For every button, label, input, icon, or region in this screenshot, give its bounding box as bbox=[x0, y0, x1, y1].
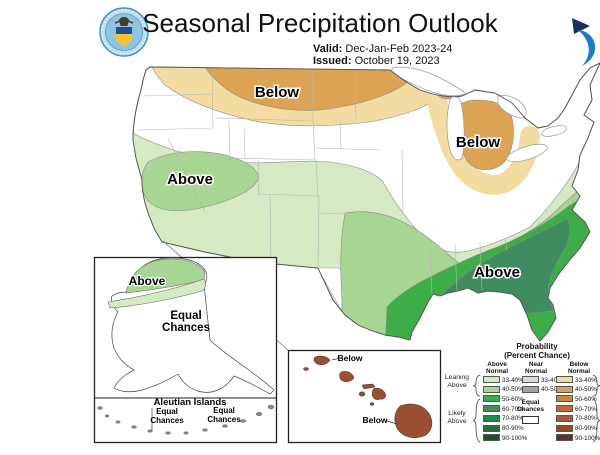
seal-shield-top bbox=[116, 27, 132, 34]
hawaii-label-below-bottom: Below bbox=[362, 415, 387, 425]
issued-value: October 19, 2023 bbox=[354, 55, 440, 67]
legend-range-label: 33-40% bbox=[541, 376, 563, 384]
alaska-label-above: Above bbox=[129, 274, 166, 288]
department-of-commerce-seal bbox=[99, 7, 149, 57]
legend-range-label: 33-40% bbox=[502, 376, 524, 384]
legend-range-label: 60-70% bbox=[502, 405, 524, 413]
legend-swatch-below-80-90% bbox=[556, 424, 573, 432]
valid-label: Valid: bbox=[313, 43, 343, 55]
aleutian-title: Aleutian Islands bbox=[154, 397, 227, 408]
aleutian-islands bbox=[97, 404, 275, 435]
legend-swatch-above-90-100% bbox=[483, 434, 500, 442]
legend-range-label: 40-50% bbox=[575, 386, 597, 394]
legend-header-below-normal: Below Normal bbox=[567, 361, 591, 375]
legend-swatch-near-40-50% bbox=[522, 385, 539, 393]
region-below-33-lakes-hook bbox=[422, 72, 540, 195]
hawaii-leader-top bbox=[331, 357, 341, 361]
legend-range-label: 90-100% bbox=[502, 434, 528, 442]
legend-swatch-above-70-80% bbox=[483, 414, 500, 422]
aleutian-equal-left-1: Equal bbox=[156, 407, 178, 416]
aleutian-equal-right-2: Chances bbox=[207, 415, 241, 424]
nws-logo bbox=[572, 18, 596, 66]
hawaii-label-below-top: Below bbox=[337, 353, 362, 363]
legend-title-line1: Probability bbox=[516, 342, 558, 351]
legend-range-label: 90-100% bbox=[575, 434, 600, 442]
seal-shield-bottom bbox=[116, 34, 132, 46]
legend-equal-chances-swatch bbox=[522, 416, 539, 424]
legend-range-label: 40-50% bbox=[502, 386, 524, 394]
seal-eagle bbox=[119, 17, 129, 26]
legend-swatch-below-90-100% bbox=[556, 434, 573, 442]
legend-range-label: 50-60% bbox=[575, 395, 597, 403]
page-title: Seasonal Precipitation Outlook bbox=[142, 8, 498, 38]
map-label-below-lakes: Below bbox=[456, 134, 501, 151]
legend-swatch-near-33-40% bbox=[522, 376, 539, 383]
legend-swatch-above-60-70% bbox=[483, 405, 500, 413]
probability-legend: Probability (Percent Chance) Above Norma… bbox=[443, 338, 600, 455]
alaska-above-40-band bbox=[125, 258, 206, 294]
legend-bracket-leaning-above: Leaning Above bbox=[444, 374, 470, 389]
lake-ontario bbox=[540, 125, 568, 137]
legend-swatch-above-80-90% bbox=[483, 424, 500, 432]
alaska-above-33-band bbox=[107, 278, 207, 309]
legend-header-near-normal: Near Normal bbox=[524, 361, 548, 375]
legend-header-above-normal: Above Normal bbox=[485, 361, 509, 375]
legend-range-label: 70-80% bbox=[575, 415, 597, 423]
legend-swatch-above-50-60% bbox=[483, 395, 500, 403]
aleutian-equal-left-2: Chances bbox=[150, 416, 184, 425]
hawaii-inset: Below Below bbox=[287, 349, 442, 444]
legend-swatch-below-40-50% bbox=[556, 385, 573, 393]
map-label-below-plains: Below bbox=[255, 84, 300, 101]
legend-title-line2: (Percent Chance) bbox=[504, 351, 570, 360]
alaska-outline bbox=[110, 257, 275, 395]
legend-range-label: 70-80% bbox=[502, 415, 524, 423]
alaska-label-equal-1: Equal bbox=[170, 310, 201, 322]
valid-value: Dec-Jan-Feb 2023-24 bbox=[345, 43, 453, 55]
us-outline-stroke bbox=[132, 62, 600, 342]
legend-equal-chances-label: Equal Chances bbox=[516, 399, 545, 413]
legend-swatch-above-33-40% bbox=[483, 376, 500, 383]
hawaii-islands bbox=[303, 355, 433, 438]
alaska-label-equal-2: Chances bbox=[162, 322, 210, 334]
legend-range-label: 60-70% bbox=[575, 405, 597, 413]
map-label-above-southeast: Above bbox=[474, 264, 520, 281]
legend-range-label: 40-50% bbox=[541, 386, 563, 394]
map-label-above-west: Above bbox=[167, 171, 213, 188]
region-above-40-california bbox=[141, 151, 259, 212]
issued-label: Issued: bbox=[313, 55, 352, 67]
hawaii-leader-bottom bbox=[386, 420, 398, 425]
legend-swatch-below-60-70% bbox=[556, 405, 573, 413]
legend-swatch-below-50-60% bbox=[556, 395, 573, 403]
legend-range-label: 33-40% bbox=[575, 376, 597, 384]
legend-swatch-above-40-50% bbox=[483, 385, 500, 393]
legend-range-label: 80-90% bbox=[575, 425, 597, 432]
legend-range-label: 50-60% bbox=[502, 395, 524, 403]
state-borders bbox=[137, 69, 508, 296]
valid-issued-block: Valid: Dec-Jan-Feb 2023-24 Issued: Octob… bbox=[313, 43, 452, 67]
legend-range-label: 80-90% bbox=[502, 425, 524, 432]
legend-swatch-below-70-80% bbox=[556, 414, 573, 422]
legend-bracket-likely-above: Likely Above bbox=[447, 410, 467, 425]
alaska-inset: Above Equal Chances Aleutian Islands Equ… bbox=[93, 256, 278, 444]
lake-erie bbox=[506, 143, 548, 163]
lake-huron bbox=[497, 95, 527, 119]
aleutian-equal-right-1: Equal bbox=[213, 406, 235, 415]
legend-swatch-below-33-40% bbox=[556, 376, 573, 383]
